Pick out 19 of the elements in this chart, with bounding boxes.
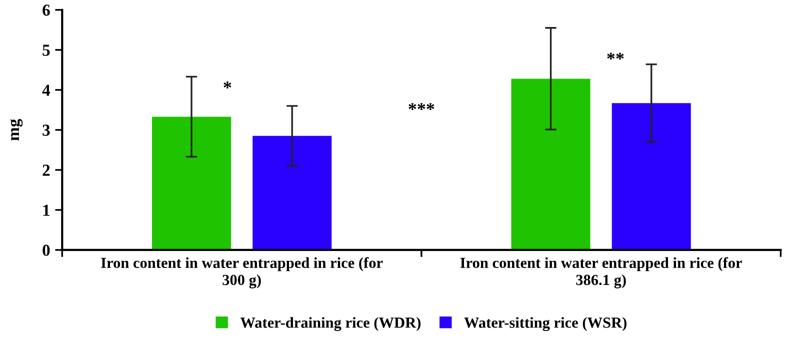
- y-axis-title: mg: [10, 118, 23, 141]
- y-tick-label: 5: [42, 44, 50, 56]
- bar: [252, 136, 332, 250]
- y-tick-label: 2: [42, 164, 50, 176]
- annotation: ***: [408, 103, 434, 110]
- bar: [511, 78, 590, 250]
- y-tick-label: 1: [43, 204, 50, 216]
- bar: [612, 103, 691, 250]
- legend-label: Water-draining rice (WDR): [240, 317, 421, 332]
- y-tick-label: 3: [42, 124, 50, 136]
- y-tick-label: 4: [42, 84, 50, 96]
- x-tick-label: Iron content in water entrapped in rice (for 386.1 g): [460, 257, 742, 288]
- annotation: **: [607, 52, 624, 60]
- annotation: *: [224, 82, 232, 88]
- legend-label: Water-sitting rice (WSR): [464, 317, 626, 332]
- bar: [152, 116, 232, 250]
- x-tick-label: Iron content in water entrapped in rice (for 300 g): [101, 257, 383, 288]
- y-tick-label: 6: [42, 4, 50, 16]
- y-tick-label: 0: [42, 244, 50, 256]
